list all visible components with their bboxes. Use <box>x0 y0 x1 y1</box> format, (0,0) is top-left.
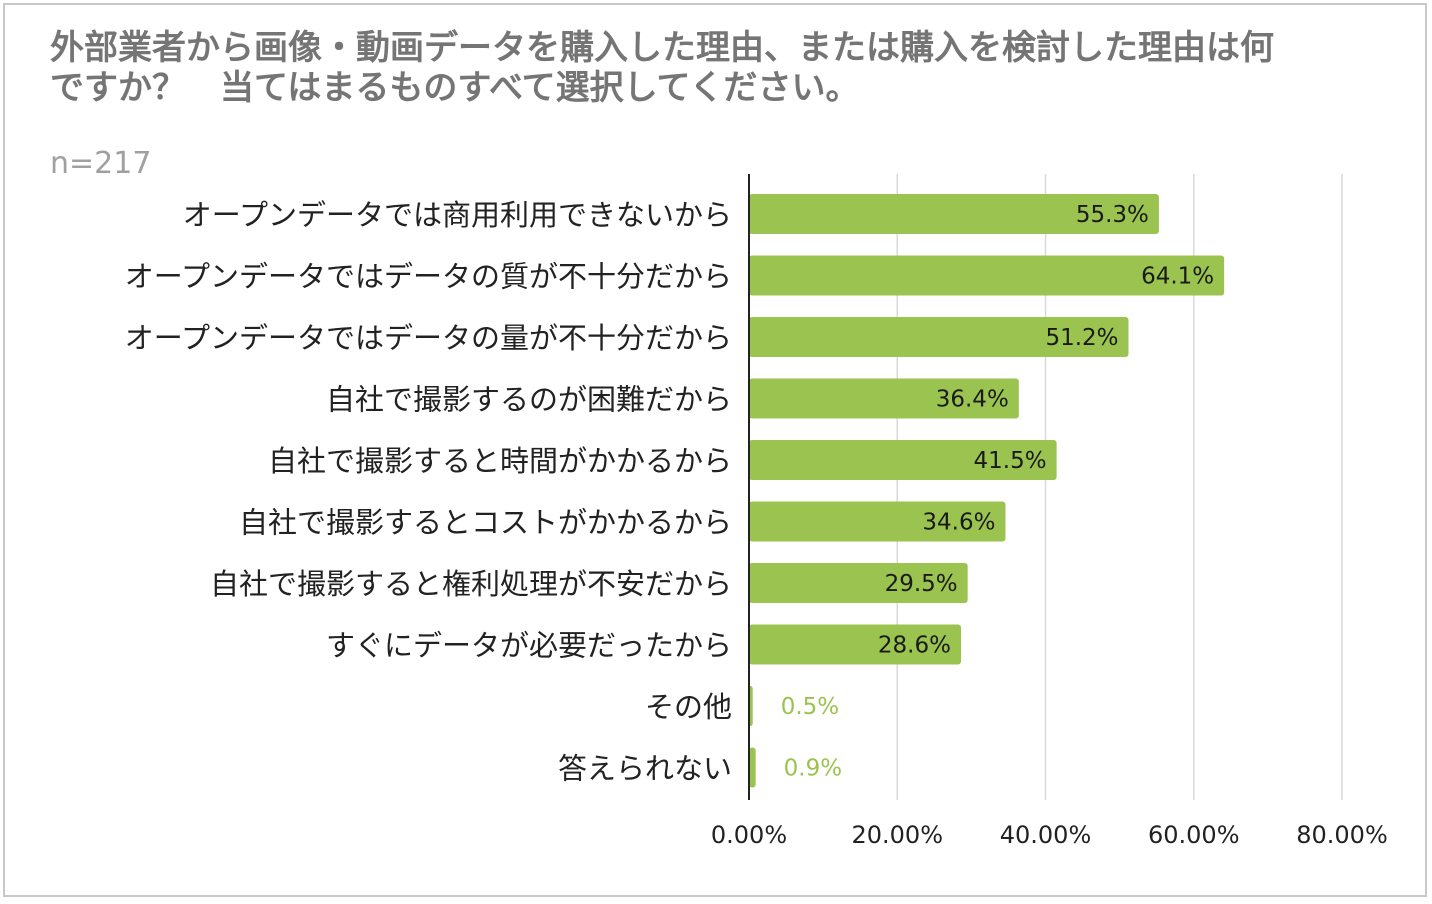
category-label: すぐにデータが必要だったから <box>326 629 732 663</box>
data-label: 34.6% <box>922 510 995 536</box>
category-label: 自社で撮影すると時間がかかるから <box>268 444 732 478</box>
data-label: 0.5% <box>781 694 839 720</box>
category-label: 自社で撮影すると権利処理が不安だから <box>210 567 732 601</box>
bar <box>749 563 968 603</box>
chart-title-line-2: ですか？ 当てはまるものすべて選択してください。 <box>50 68 860 108</box>
x-tick-label: 80.00% <box>1296 821 1388 849</box>
category-label: 自社で撮影するとコストがかかるから <box>239 506 732 540</box>
data-label: 36.4% <box>936 387 1009 413</box>
data-label: 29.5% <box>885 571 958 597</box>
category-label: オープンデータではデータの量が不十分だから <box>125 321 732 355</box>
data-label: 55.3% <box>1076 202 1149 228</box>
bar <box>749 624 961 665</box>
data-label: 51.2% <box>1045 325 1118 351</box>
category-label: オープンデータではデータの質が不十分だから <box>125 260 732 294</box>
bar <box>749 255 1225 296</box>
x-tick-label: 40.00% <box>1000 821 1092 849</box>
data-label: 0.9% <box>784 756 842 782</box>
bar <box>749 747 756 788</box>
data-label: 41.5% <box>974 448 1047 474</box>
chart-title: 外部業者から画像・動画データを購入した理由、または購入を検討した理由は何 ですか… <box>50 28 1380 108</box>
sample-size-note: n=217 <box>50 146 152 181</box>
bar <box>749 317 1129 357</box>
chart-title-line-1: 外部業者から画像・動画データを購入した理由、または購入を検討した理由は何 <box>50 28 1274 68</box>
category-label: その他 <box>645 690 732 724</box>
x-tick-label: 0.00% <box>711 821 787 849</box>
bar <box>749 194 1159 234</box>
bar <box>749 501 1006 542</box>
category-label: オープンデータでは商用利用できないから <box>183 198 732 232</box>
x-tick-label: 20.00% <box>851 821 943 849</box>
bar <box>749 378 1019 419</box>
chart-frame <box>3 3 1427 897</box>
category-label: 答えられない <box>558 752 732 786</box>
data-label: 28.6% <box>878 633 951 659</box>
data-label: 64.1% <box>1141 264 1214 290</box>
bar <box>749 440 1057 480</box>
category-label: 自社で撮影するのが困難だから <box>326 383 732 417</box>
x-tick-label: 60.00% <box>1148 821 1240 849</box>
